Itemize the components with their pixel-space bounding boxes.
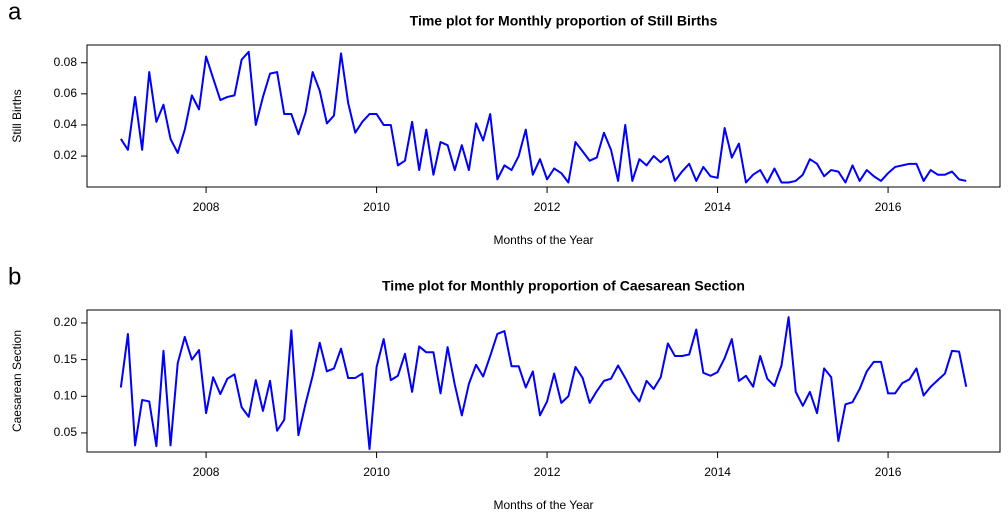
panel-label: a xyxy=(8,0,22,25)
x-tick-label: 2012 xyxy=(534,200,561,214)
chart-title: Time plot for Monthly proportion of Caes… xyxy=(382,278,745,294)
y-axis-label: Still Births xyxy=(10,89,24,142)
y-tick-label: 0.05 xyxy=(54,425,78,439)
series-line xyxy=(120,50,967,184)
x-tick-label: 2014 xyxy=(704,465,731,479)
plot-frame xyxy=(86,309,1001,453)
x-tick-label: 2008 xyxy=(193,465,220,479)
x-axis-label: Months of the Year xyxy=(493,233,593,247)
x-tick-label: 2010 xyxy=(363,200,390,214)
x-tick-label: 2014 xyxy=(704,200,731,214)
chart-title: Time plot for Monthly proportion of Stil… xyxy=(410,13,718,29)
y-tick-label: 0.08 xyxy=(54,55,78,69)
x-tick-label: 2016 xyxy=(875,465,902,479)
y-tick-label: 0.20 xyxy=(54,315,78,329)
y-tick-label: 0.04 xyxy=(54,117,78,131)
x-tick-label: 2010 xyxy=(363,465,390,479)
y-tick-label: 0.06 xyxy=(54,86,78,100)
y-axis-label: Caesarean Section xyxy=(10,330,24,432)
y-tick-label: 0.02 xyxy=(54,148,78,162)
x-tick-label: 2008 xyxy=(193,200,220,214)
x-tick-label: 2012 xyxy=(534,465,561,479)
y-tick-label: 0.15 xyxy=(54,352,78,366)
panel-label: b xyxy=(8,263,21,290)
plot-frame xyxy=(86,44,1001,188)
y-tick-label: 0.10 xyxy=(54,388,78,402)
series-line xyxy=(119,316,968,451)
x-axis-label: Months of the Year xyxy=(493,498,593,512)
x-tick-label: 2016 xyxy=(875,200,902,214)
